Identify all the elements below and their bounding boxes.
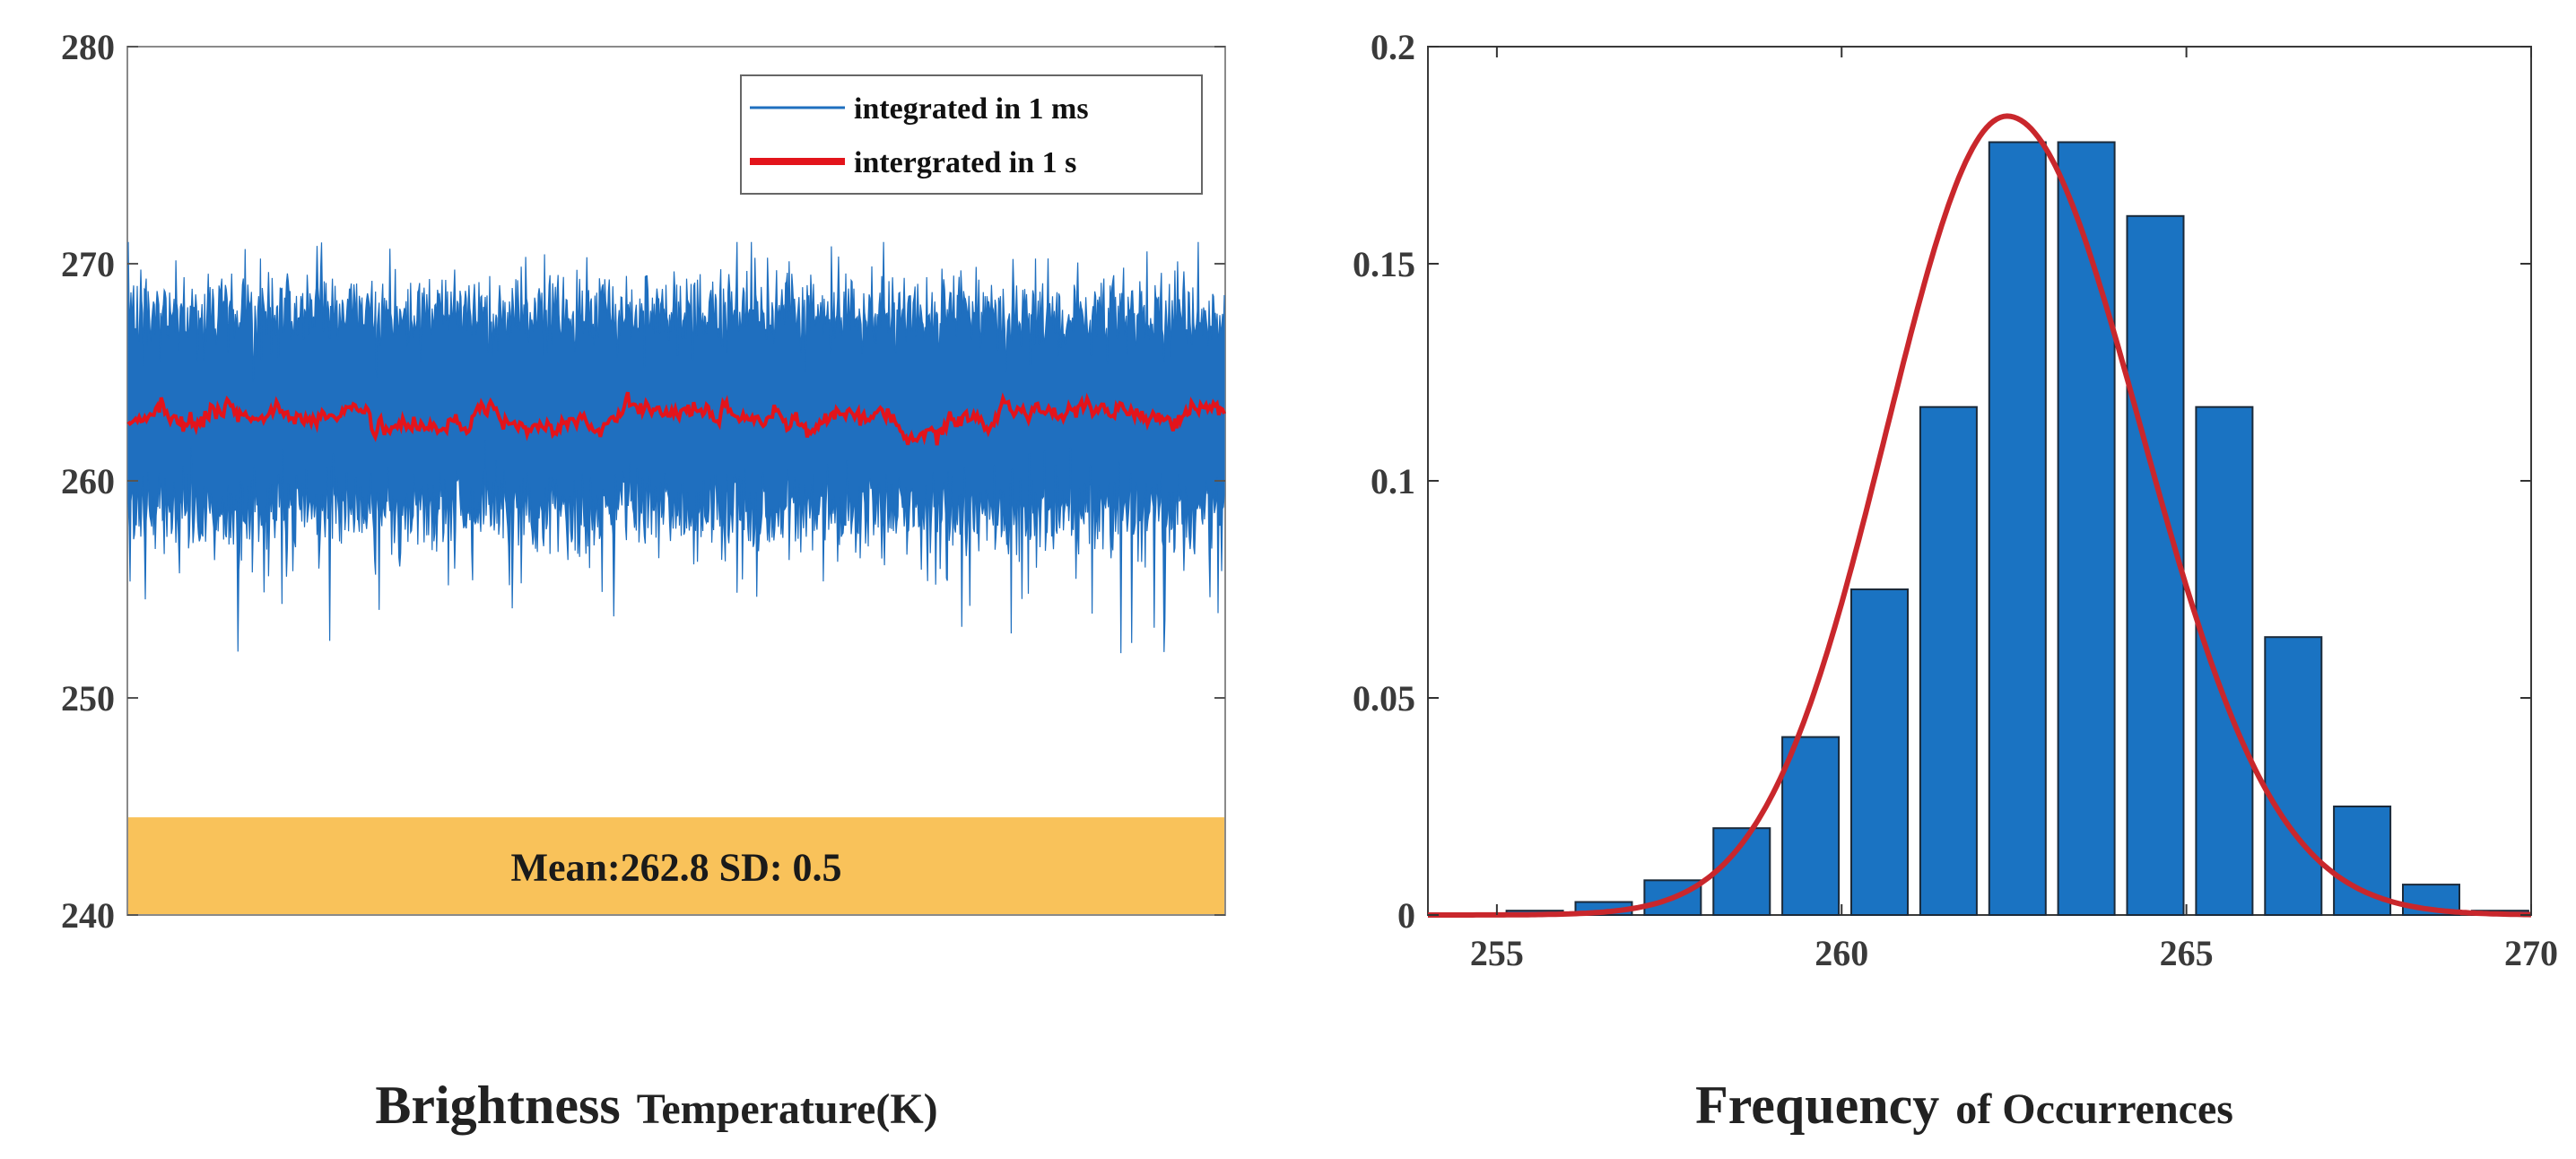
right-x-tick-label: 270 <box>2504 933 2558 973</box>
right-y-tick-label: 0.05 <box>1353 678 1415 719</box>
right-y-tick-label: 0.1 <box>1371 461 1415 501</box>
smooth-series-path <box>126 391 1226 446</box>
left-caption-bold: Brightness <box>375 1076 620 1135</box>
right-x-tick-label: 255 <box>1470 933 1524 973</box>
histogram-bar <box>2126 214 2185 917</box>
stats-band <box>128 817 1224 914</box>
right-plot-frame <box>1427 46 2532 916</box>
right-y-tick-label: 0.15 <box>1353 244 1415 284</box>
right-caption-rest: of Occurrences <box>1955 1085 2233 1133</box>
left-y-tick-label: 280 <box>61 27 115 67</box>
right-y-tick-label: 0 <box>1397 895 1415 936</box>
histogram-bar <box>1988 141 2047 916</box>
legend: integrated in 1 ms intergrated in 1 s <box>740 74 1203 195</box>
raw-series-fill <box>127 241 1225 654</box>
legend-label-smooth: intergrated in 1 s <box>854 146 1076 179</box>
histogram-bar <box>2264 636 2323 916</box>
smooth-series-line <box>126 391 1226 446</box>
histogram-bar <box>1919 405 1978 916</box>
histogram-bar <box>2333 806 2392 916</box>
right-y-ticks: 0 0.05 0.1 0.15 0.2 <box>1353 27 2531 936</box>
histogram-bar <box>2195 405 2254 916</box>
left-caption-rest: Temperature(K) <box>637 1085 938 1133</box>
legend-box <box>740 74 1203 195</box>
left-y-tick-label: 260 <box>61 461 115 501</box>
legend-label-raw: integrated in 1 ms <box>854 92 1089 126</box>
histogram-bar <box>2057 141 2116 916</box>
stats-text: Mean:262.8 SD: 0.5 <box>510 846 841 890</box>
left-caption: Brightness Temperature(K) <box>375 1076 937 1135</box>
right-x-tick-label: 265 <box>2160 933 2214 973</box>
right-caption: Frequency of Occurrences <box>1695 1076 2233 1135</box>
left-y-tick-label: 250 <box>61 678 115 719</box>
right-x-tick-label: 260 <box>1815 933 1868 973</box>
raw-series-envelope <box>127 241 1225 654</box>
fit-curve <box>1428 113 2532 918</box>
histogram-bar <box>1850 588 1909 916</box>
right-caption-bold: Frequency <box>1695 1076 1939 1135</box>
histogram-bar <box>1781 736 1841 916</box>
left-y-tick-label: 240 <box>61 895 115 936</box>
left-y-ticks: 240 250 260 270 280 <box>61 27 1225 936</box>
left-chart: Mean:262.8 SD: 0.5 240 250 260 270 280 integ… <box>61 27 1226 1135</box>
histogram-bars <box>1505 141 2529 917</box>
right-x-ticks: 255 260 265 270 <box>1470 47 2558 973</box>
left-y-tick-label: 270 <box>61 244 115 284</box>
right-chart: 0 0.05 0.1 0.15 0.2 255 260 265 270 Frequency o… <box>1353 27 2558 1135</box>
right-y-tick-label: 0.2 <box>1371 27 1415 67</box>
